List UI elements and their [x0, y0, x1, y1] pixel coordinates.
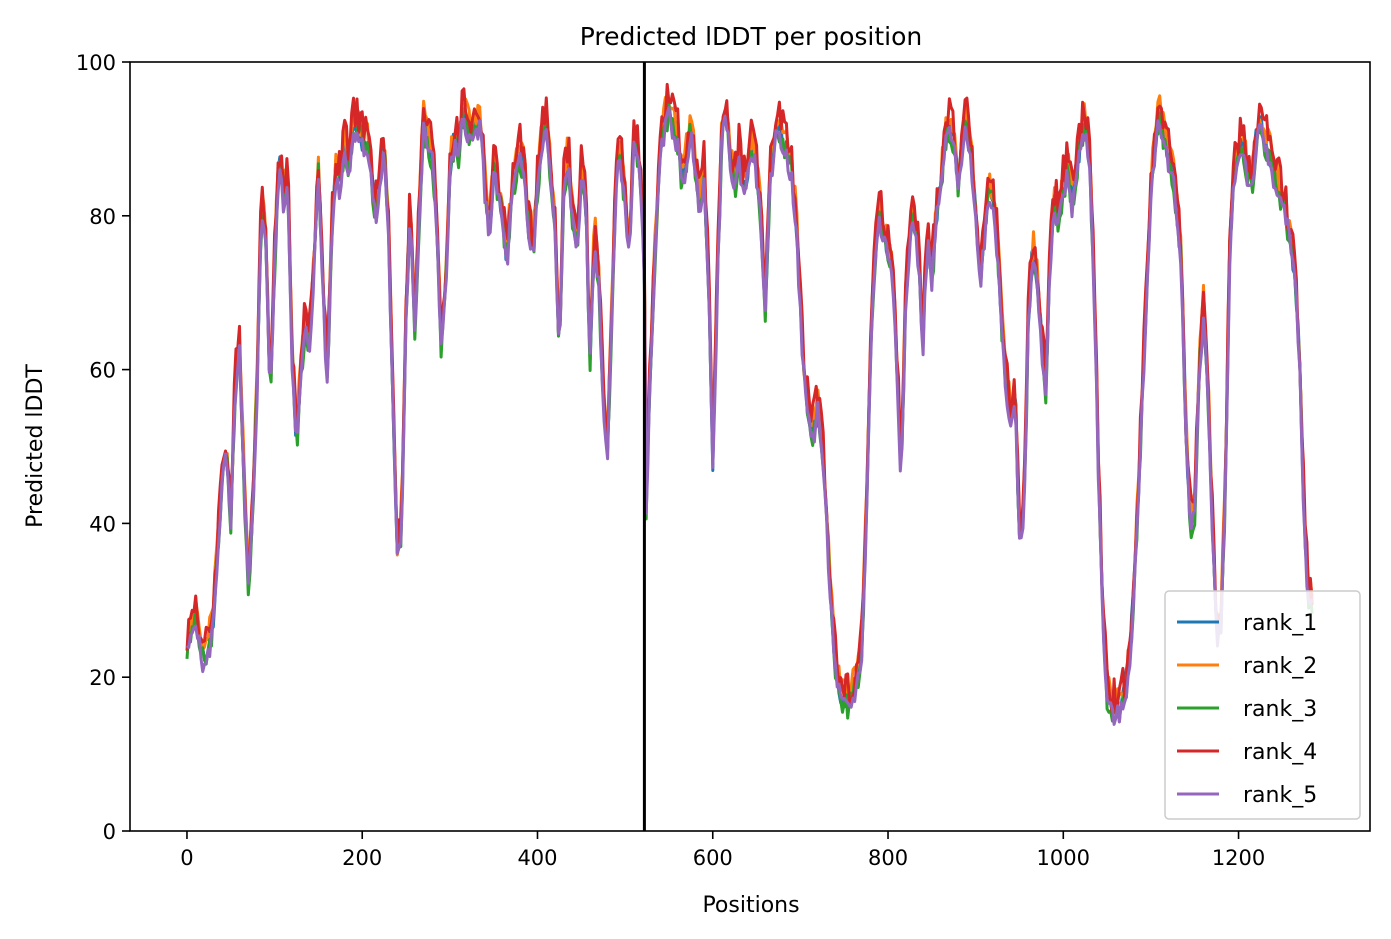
legend-label: rank_3	[1243, 697, 1317, 722]
x-axis-title: Positions	[702, 893, 799, 918]
y-axis: 0 20 40 60 80 100	[76, 51, 130, 844]
y-tick-label: 40	[89, 512, 116, 536]
plot-frame	[129, 61, 1371, 832]
x-tick-label: 0	[180, 846, 193, 870]
y-tick-label: 80	[89, 205, 116, 229]
series-line-rank_5	[185, 106, 1314, 726]
legend-label: rank_5	[1243, 783, 1317, 808]
x-tick-label: 1200	[1212, 846, 1265, 870]
legend-box	[1164, 590, 1361, 820]
legend: rank_1 rank_2 rank_3 rank_4 rank_5	[1164, 590, 1361, 820]
chart-title: Predicted lDDT per position	[580, 22, 922, 51]
x-tick-label: 400	[517, 846, 557, 870]
y-tick-label: 100	[76, 51, 116, 75]
y-tick-label: 0	[103, 820, 116, 844]
y-tick-label: 20	[89, 666, 116, 690]
y-axis-title: Predicted lDDT	[23, 364, 48, 528]
x-axis: 0 200 400 600 800 1000 1200	[180, 831, 1265, 870]
legend-label: rank_2	[1243, 654, 1317, 679]
y-tick-label: 60	[89, 359, 116, 383]
x-tick-label: 800	[868, 846, 908, 870]
x-tick-label: 600	[693, 846, 733, 870]
series-layer	[185, 82, 1314, 726]
x-tick-label: 1000	[1037, 846, 1090, 870]
legend-label: rank_1	[1243, 611, 1317, 636]
x-tick-label: 200	[342, 846, 382, 870]
legend-label: rank_4	[1243, 740, 1317, 765]
